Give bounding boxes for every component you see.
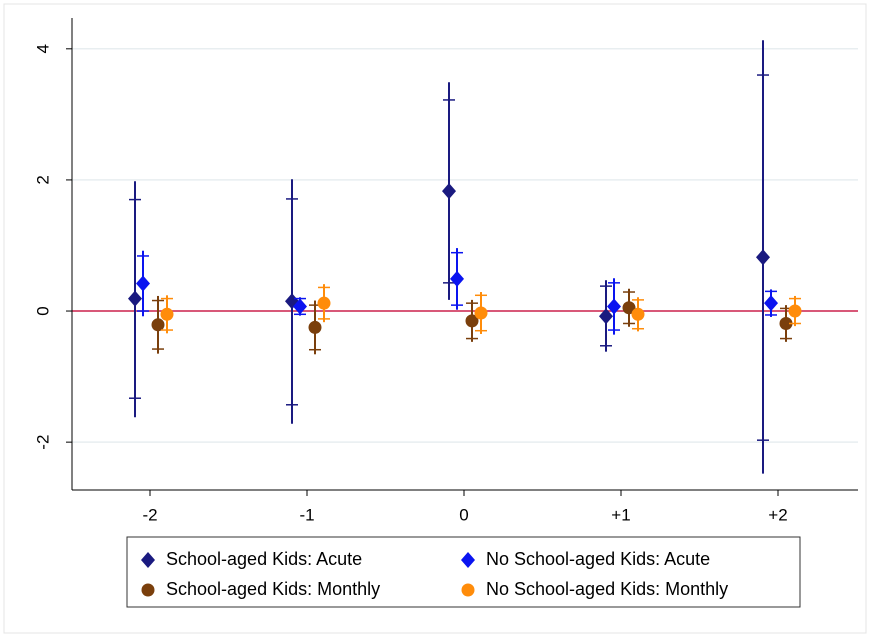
point — [622, 301, 636, 315]
point — [450, 270, 464, 287]
y-tick-label: -2 — [33, 435, 52, 450]
legend-marker — [141, 583, 155, 597]
point — [442, 183, 456, 200]
point — [599, 308, 613, 325]
point — [317, 296, 331, 310]
point — [308, 320, 322, 334]
frame — [3, 3, 867, 634]
y-tick-label: 2 — [33, 175, 52, 184]
point — [788, 304, 802, 318]
legend-label: No School-aged Kids: Monthly — [486, 579, 728, 599]
legend-marker — [141, 552, 155, 568]
legend-label: School-aged Kids: Monthly — [166, 579, 380, 599]
point — [465, 314, 479, 328]
y-tick-label: 4 — [33, 44, 52, 53]
x-tick-label: +2 — [768, 505, 787, 524]
legend-marker — [461, 552, 475, 568]
point — [474, 306, 488, 320]
legend-box — [126, 536, 801, 608]
legend-label: No School-aged Kids: Acute — [486, 549, 710, 569]
point — [764, 295, 778, 312]
point — [293, 298, 307, 315]
x-tick-label: -1 — [299, 505, 314, 524]
point — [607, 298, 621, 315]
x-tick-label: +1 — [611, 505, 630, 524]
legend-marker — [461, 583, 475, 597]
point — [128, 290, 142, 307]
x-tick-label: -2 — [142, 505, 157, 524]
point — [136, 275, 150, 292]
point — [631, 307, 645, 321]
point — [151, 318, 165, 332]
legend-label: School-aged Kids: Acute — [166, 549, 362, 569]
x-tick-label: 0 — [459, 505, 468, 524]
point — [779, 316, 793, 330]
point — [160, 307, 174, 321]
point — [756, 249, 770, 266]
y-tick-label: 0 — [33, 306, 52, 315]
